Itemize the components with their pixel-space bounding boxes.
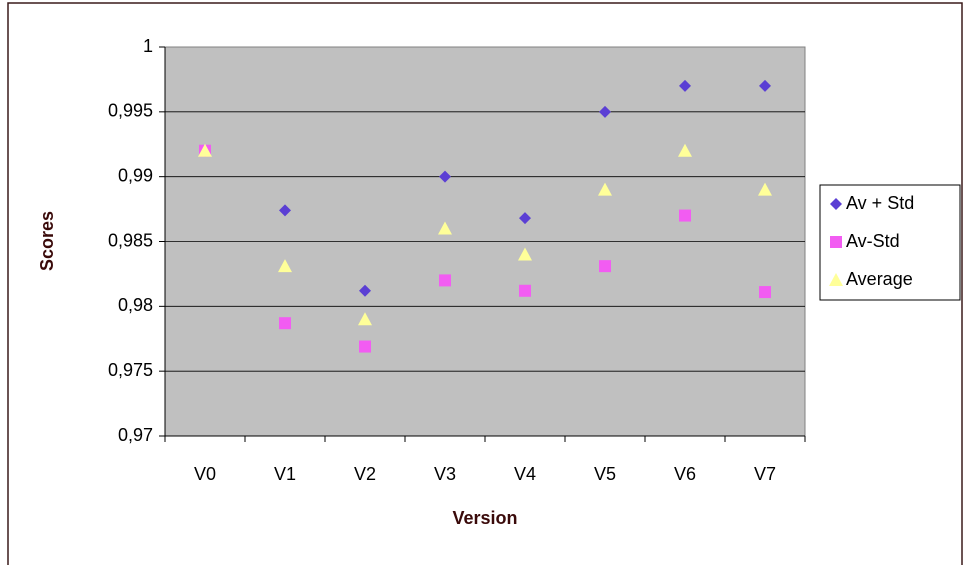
y-axis-title: Scores	[37, 211, 57, 271]
legend-label: Average	[846, 269, 913, 289]
legend-label: Av-Std	[846, 231, 900, 251]
x-tick-label: V3	[434, 464, 456, 484]
data-point	[279, 204, 291, 217]
data-point	[198, 143, 212, 157]
data-point	[759, 79, 771, 92]
data-point	[279, 317, 291, 330]
data-point	[759, 286, 771, 299]
x-tick-label: V2	[354, 464, 376, 484]
y-tick-label: 0,995	[108, 101, 153, 121]
data-point	[359, 340, 371, 353]
data-point	[678, 143, 692, 157]
data-point	[598, 182, 612, 196]
data-point	[599, 260, 611, 273]
x-tick-label: V7	[754, 464, 776, 484]
data-point	[519, 284, 531, 297]
legend-box	[819, 184, 961, 301]
legend-marker	[830, 236, 842, 248]
data-point	[679, 209, 691, 222]
x-tick-label: V5	[594, 464, 616, 484]
y-tick-label: 1	[143, 36, 153, 56]
y-tick-label: 0,98	[118, 295, 153, 315]
data-point	[278, 259, 292, 273]
legend-marker	[829, 273, 843, 286]
x-tick-label: V4	[514, 464, 536, 484]
data-point	[359, 284, 371, 297]
y-tick-label: 0,99	[118, 165, 153, 185]
x-tick-label: V1	[274, 464, 296, 484]
x-tick-label: V6	[674, 464, 696, 484]
data-point	[519, 212, 531, 225]
data-point	[758, 182, 772, 196]
x-tick-label: V0	[194, 464, 216, 484]
data-point	[438, 221, 452, 235]
data-point	[599, 105, 611, 118]
y-tick-label: 0,985	[108, 230, 153, 250]
legend-marker	[830, 198, 842, 210]
data-point	[518, 247, 532, 261]
x-axis-title: Version	[452, 508, 517, 528]
data-point	[439, 170, 451, 183]
data-point	[358, 312, 372, 326]
data-point	[679, 79, 691, 92]
y-tick-label: 0,97	[118, 425, 153, 445]
legend-label: Av + Std	[846, 193, 914, 213]
data-point	[439, 274, 451, 287]
y-tick-label: 0,975	[108, 360, 153, 380]
